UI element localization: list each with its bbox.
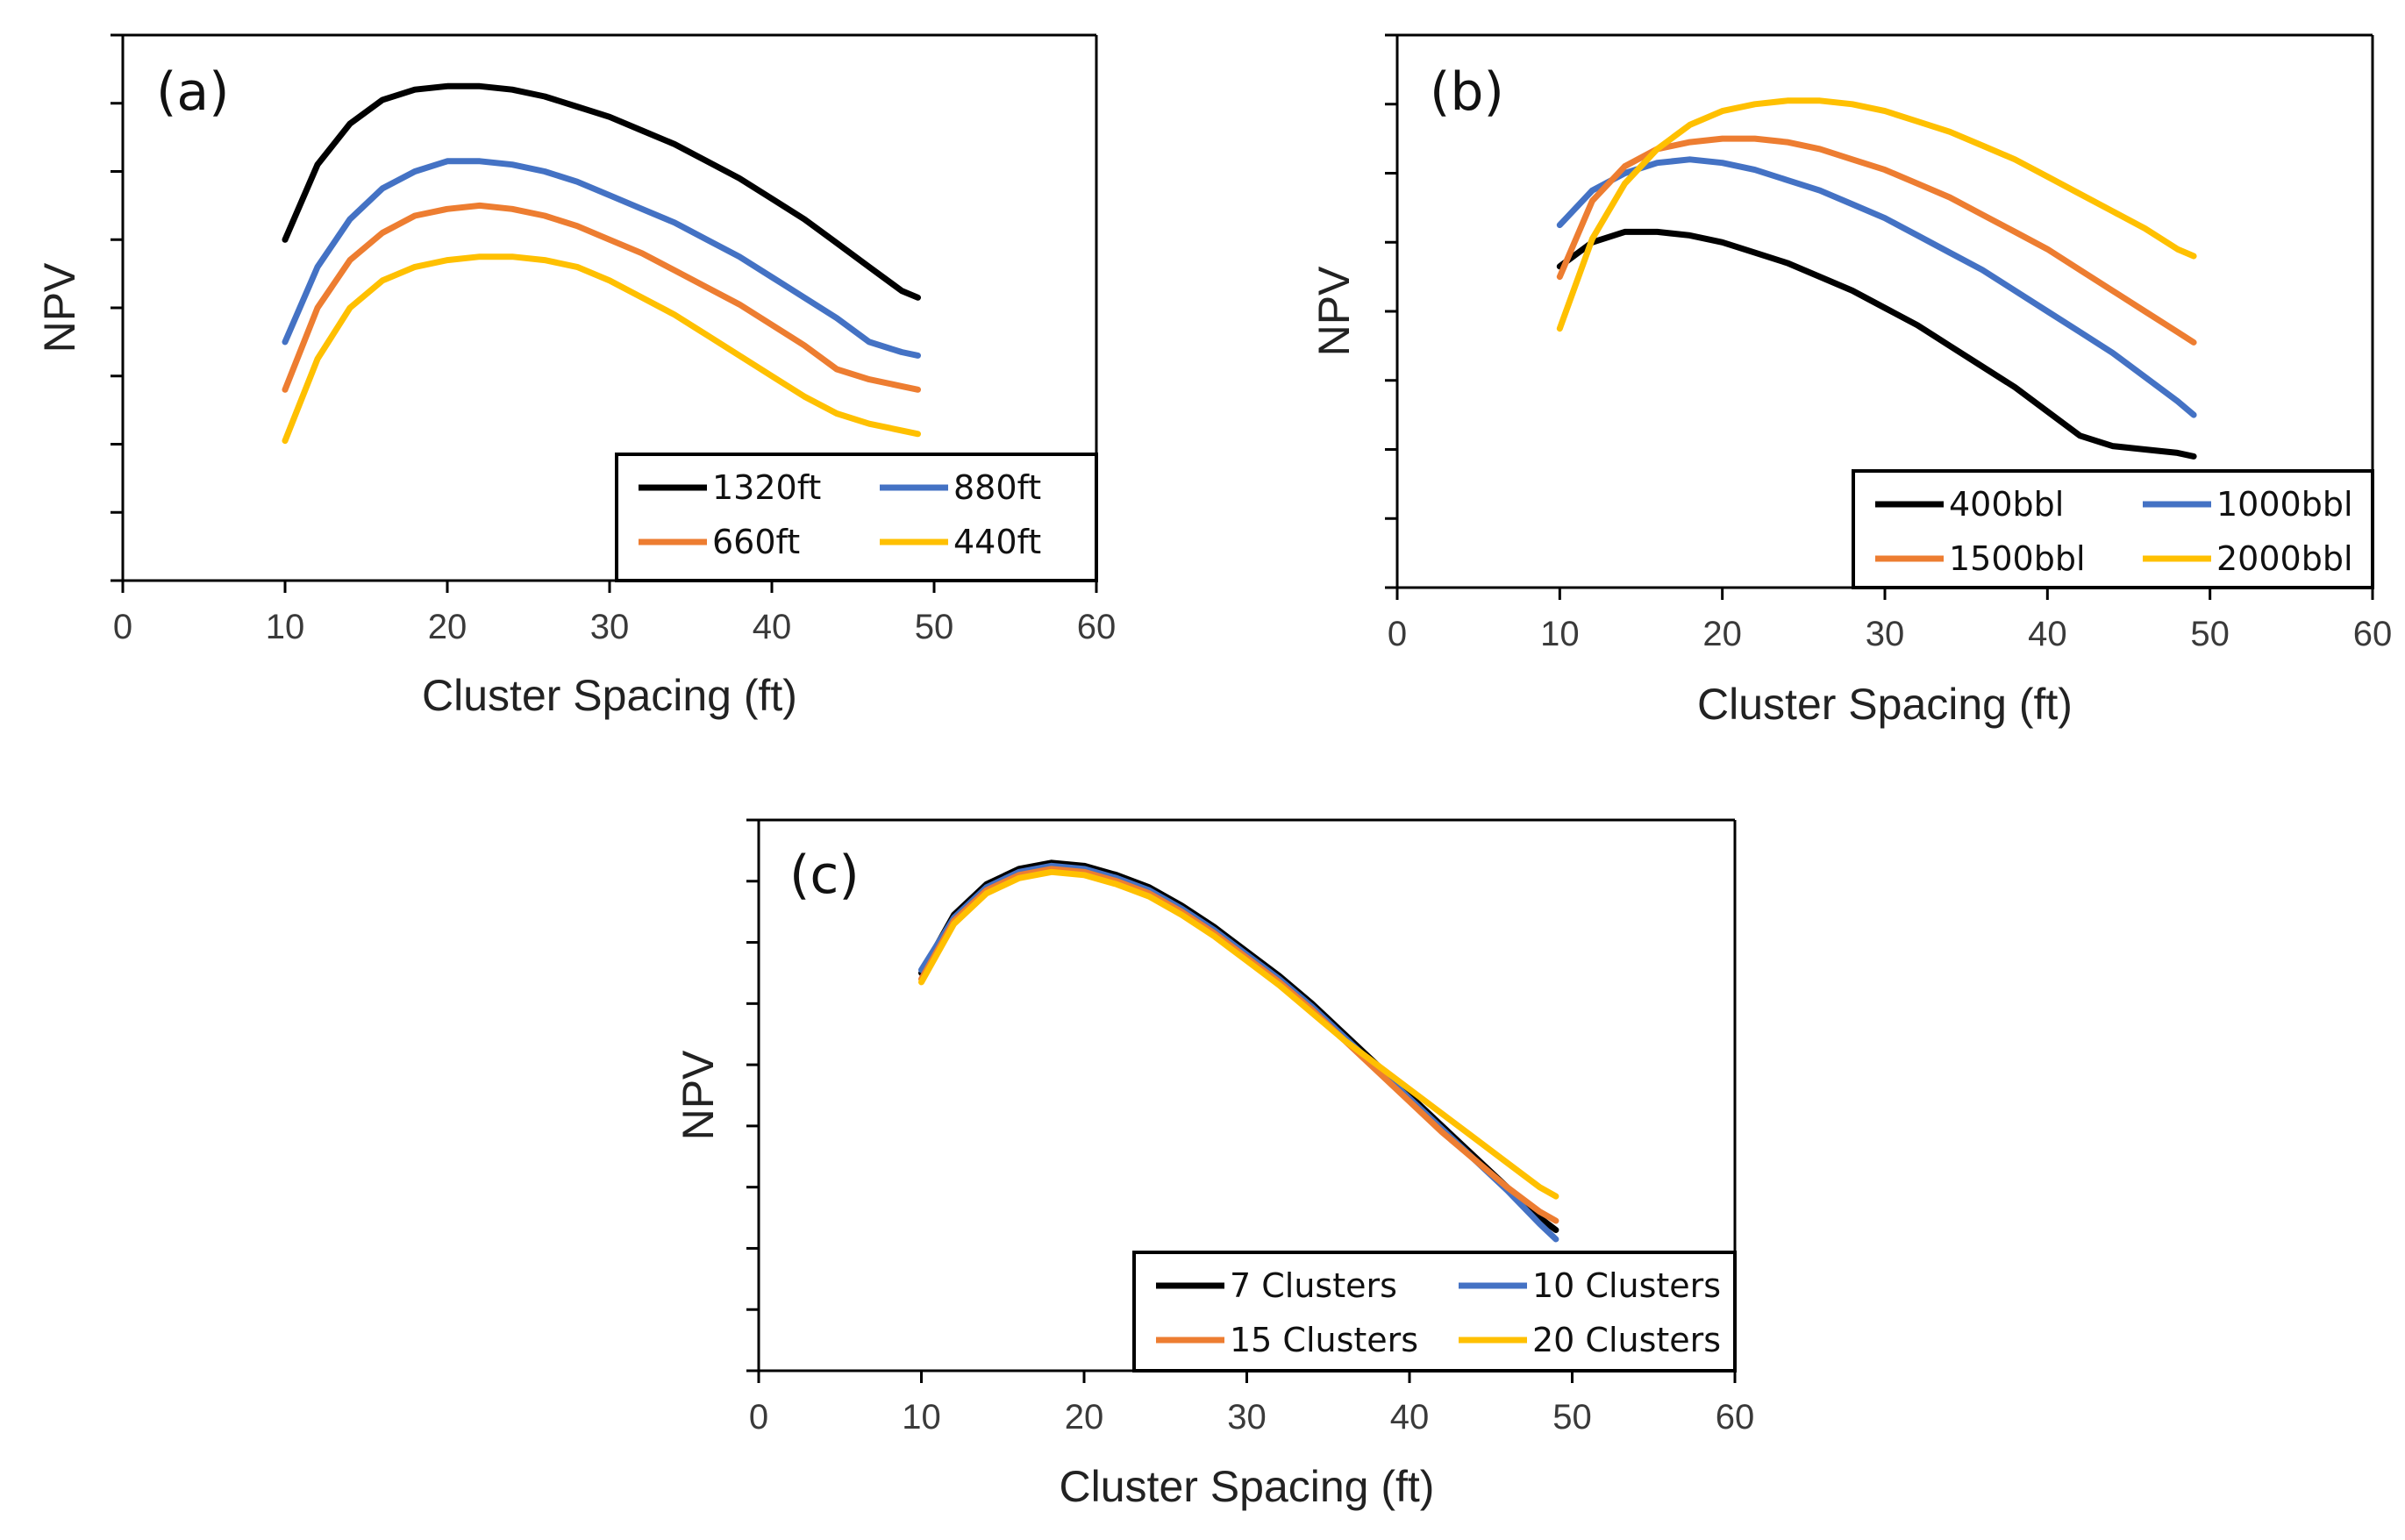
legend-label: 15 Clusters <box>1230 1321 1418 1359</box>
panel-label: (c) <box>789 845 860 906</box>
x-tick-label: 40 <box>1390 1398 1430 1437</box>
x-tick-label: 40 <box>2028 615 2067 653</box>
y-axis-title: NPV <box>674 1050 723 1140</box>
x-axis-title: Cluster Spacing (ft) <box>422 671 797 720</box>
x-tick-label: 60 <box>1716 1398 1755 1437</box>
x-tick-label: 0 <box>749 1398 768 1437</box>
series-line-15-clusters <box>918 866 1559 1224</box>
legend-label: 10 Clusters <box>1532 1266 1721 1305</box>
series-line-1500bbl <box>1556 135 2197 346</box>
panel-label: (b) <box>1430 61 1504 123</box>
legend-label: 1320ft <box>712 468 821 507</box>
x-axis-title: Cluster Spacing (ft) <box>1060 1462 1435 1511</box>
series-line-20-clusters <box>918 868 1559 1200</box>
x-tick-label: 30 <box>590 608 630 646</box>
x-tick-label: 60 <box>1077 608 1117 646</box>
series-line-7-clusters <box>918 859 1559 1233</box>
x-tick-label: 10 <box>902 1398 941 1437</box>
series-line-1320ft <box>282 82 921 301</box>
x-tick-label: 60 <box>2353 615 2393 653</box>
x-tick-label: 50 <box>915 608 954 646</box>
x-axis-title: Cluster Spacing (ft) <box>1697 680 2073 729</box>
legend-label: 20 Clusters <box>1532 1321 1721 1359</box>
legend-label: 2000bbl <box>2216 539 2353 578</box>
x-tick-label: 30 <box>1227 1398 1267 1437</box>
x-tick-label: 10 <box>1540 615 1580 653</box>
x-tick-label: 50 <box>2190 615 2230 653</box>
x-tick-label: 30 <box>1866 615 1905 653</box>
panel-b: 0 10 20 30 40 50 60 Cluster Spacing (ft) NPV (b) 4… <box>1310 33 2393 729</box>
series-line-660ft <box>282 202 921 393</box>
x-tick-label: 20 <box>428 608 467 646</box>
x-tick-label: 0 <box>1388 615 1407 653</box>
panel-c: 0 10 20 30 40 50 60 Cluster Spacing (ft) NPV (c) 7… <box>674 818 1755 1511</box>
series-line-440ft <box>282 253 921 445</box>
y-axis-title: NPV <box>1310 266 1359 356</box>
x-tick-label: 40 <box>753 608 792 646</box>
y-axis-title: NPV <box>35 262 84 353</box>
x-tick-label: 10 <box>266 608 305 646</box>
legend-label: 660ft <box>712 523 800 561</box>
series-line-400bbl <box>1556 228 2197 460</box>
x-tick-label: 20 <box>1065 1398 1104 1437</box>
legend-label: 440ft <box>953 523 1041 561</box>
legend-box <box>1852 469 2374 589</box>
x-tick-label: 50 <box>1552 1398 1592 1437</box>
legend-label: 880ft <box>953 468 1041 507</box>
series-line-10-clusters <box>918 862 1559 1243</box>
x-tick-label: 0 <box>113 608 132 646</box>
series-line-2000bbl <box>1556 97 2197 332</box>
series-line-1000bbl <box>1556 156 2197 418</box>
legend-label: 1000bbl <box>2216 485 2353 524</box>
x-tick-label: 20 <box>1702 615 1742 653</box>
legend-box <box>1132 1251 1737 1372</box>
legend-label: 400bbl <box>1949 485 2064 524</box>
panel-label: (a) <box>156 61 230 123</box>
legend-label: 1500bbl <box>1949 539 2086 578</box>
panel-a: 0 10 20 30 40 50 60 Cluster Spacing (ft) NPV (a) 1… <box>35 33 1117 720</box>
series-line-880ft <box>282 158 921 359</box>
legend-box <box>615 453 1098 582</box>
legend-label: 7 Clusters <box>1230 1266 1397 1305</box>
